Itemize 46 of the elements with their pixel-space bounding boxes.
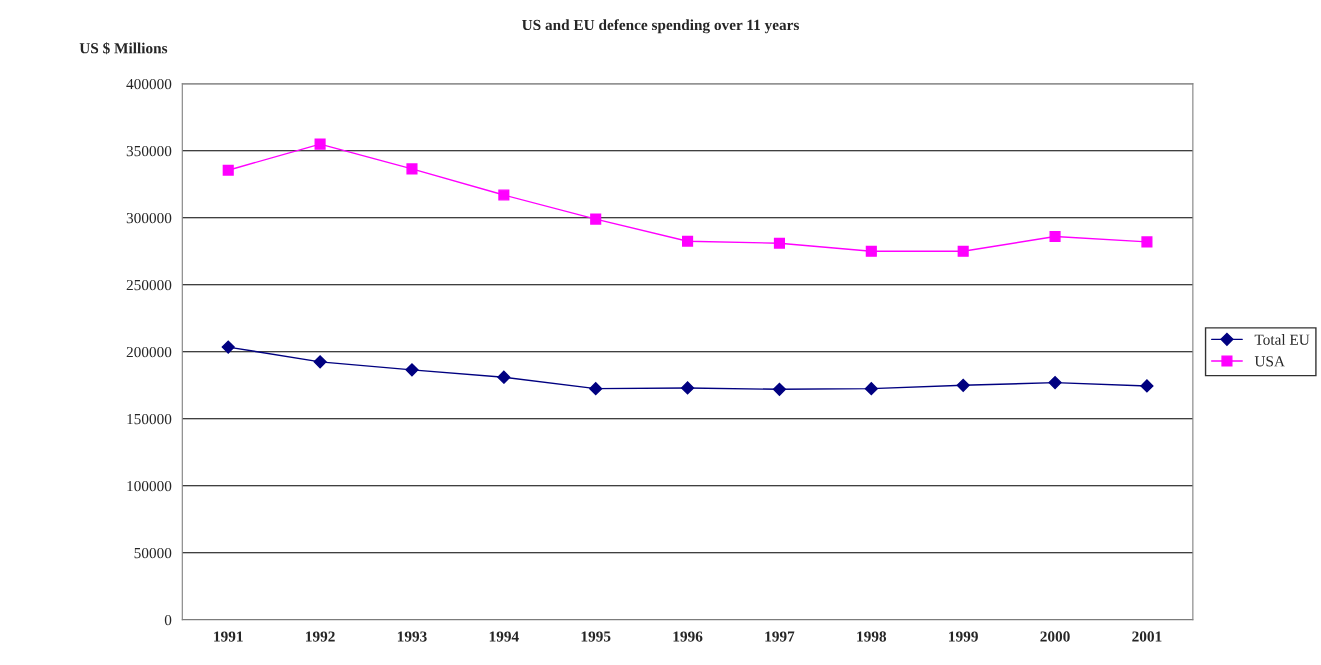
x-tick-label: 1993	[397, 631, 427, 642]
y-tick-label: 400000	[126, 78, 172, 90]
point	[680, 381, 695, 395]
x-tick-label: 1992	[306, 631, 335, 642]
point	[590, 213, 602, 225]
point	[1049, 230, 1061, 243]
point	[222, 164, 234, 176]
point	[497, 370, 511, 384]
y-tick-label: 250000	[126, 279, 172, 291]
point	[221, 340, 235, 354]
x-tick-label: 1991	[214, 631, 243, 642]
point	[313, 355, 327, 369]
point	[406, 163, 418, 175]
point	[956, 378, 970, 392]
point	[957, 245, 969, 257]
x-tick-label: 1995	[581, 631, 611, 642]
x-tick-label: 1998	[857, 631, 887, 642]
point	[405, 363, 419, 377]
legend-label: Total EU	[1254, 334, 1310, 345]
y-tick-label: 0	[164, 614, 172, 626]
legend-label: USA	[1254, 356, 1285, 367]
point	[1141, 236, 1153, 248]
point	[314, 138, 326, 150]
point	[864, 382, 878, 396]
point	[1140, 379, 1154, 393]
x-tick-label: 2001	[1132, 631, 1162, 642]
y-tick-label: 200000	[126, 346, 172, 358]
y-tick-label: 50000	[134, 547, 172, 559]
y-tick-label: 350000	[126, 145, 172, 157]
y-tick-label: 300000	[126, 212, 172, 224]
point	[772, 382, 787, 396]
y-axis-title: US $ Millions	[79, 42, 168, 55]
point	[682, 235, 694, 247]
x-tick-label: 1997	[765, 631, 795, 642]
x-tick-label: 1994	[489, 631, 519, 642]
x-tick-label: 2000	[1040, 631, 1070, 642]
y-tick-label: 150000	[127, 413, 172, 425]
x-tick-label: 1999	[949, 631, 978, 642]
point	[865, 245, 877, 257]
chart-title: US and EU defence spending over 11 years	[522, 19, 799, 34]
x-tick-label: 1996	[673, 631, 703, 642]
point	[1048, 376, 1062, 390]
point	[498, 189, 510, 201]
point	[773, 237, 786, 249]
y-tick-label: 100000	[127, 480, 172, 492]
point	[589, 382, 603, 396]
